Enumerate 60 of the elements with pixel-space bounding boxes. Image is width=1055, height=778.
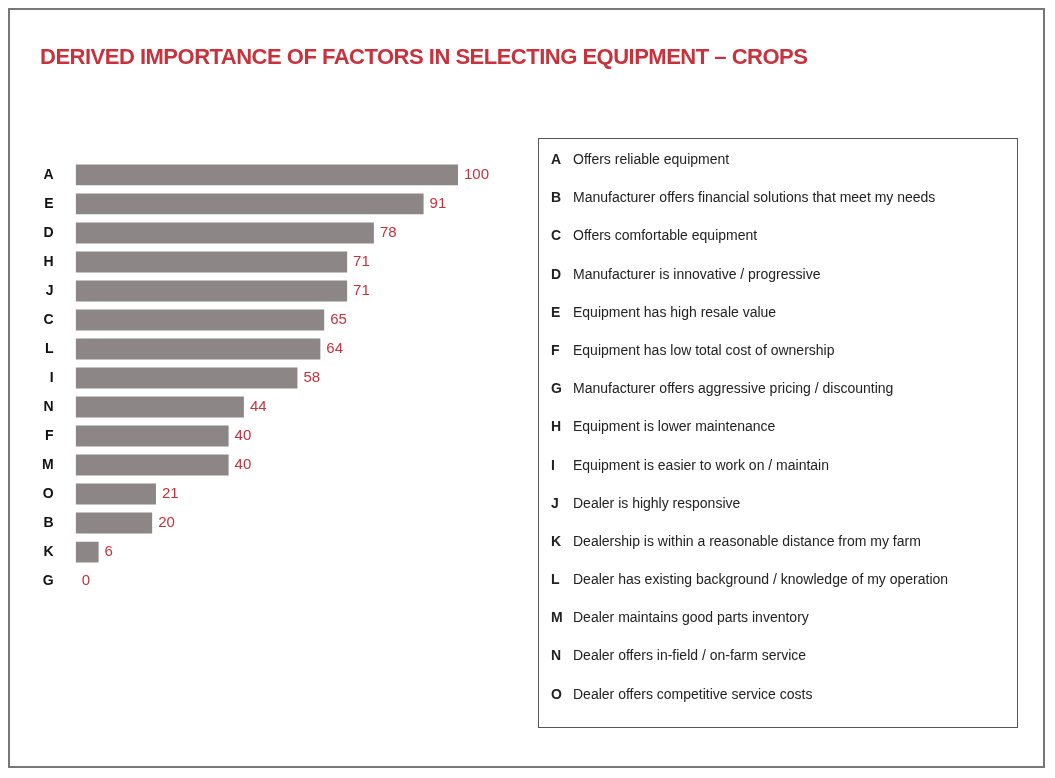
y-tick-label: N (43, 397, 54, 414)
bar (75, 512, 153, 534)
text: E Equipment has high resale value (551, 303, 777, 322)
data-label: 71 (353, 252, 370, 270)
chart-title: DERIVED IMPORTANCE OF FACTORS IN SELECTING EQUIPMENT – CROPS (40, 44, 808, 70)
data-label: 71 (353, 281, 370, 299)
text: H Equipment is lower maintenance (551, 418, 776, 437)
data-label: 20 (158, 513, 175, 531)
bar (75, 483, 156, 505)
bar (75, 222, 374, 244)
bar (75, 280, 348, 302)
data-label: 21 (161, 484, 179, 502)
data-label: 58 (303, 368, 321, 386)
bar (75, 541, 99, 563)
y-tick-label: L (45, 339, 55, 356)
text: N Dealer offers in-field / on-farm service (551, 647, 807, 666)
bar (75, 425, 229, 447)
bar (75, 396, 244, 418)
bar (75, 251, 348, 273)
y-tick-label: B (43, 513, 54, 530)
y-tick-label: H (43, 252, 54, 269)
text: J Dealer is highly responsive (551, 494, 741, 513)
data-label: 91 (429, 194, 447, 212)
y-tick-label: M (41, 455, 54, 472)
y-tick-label: A (43, 165, 54, 182)
bar (75, 367, 298, 389)
text: O Dealer offers competitive service costs (551, 685, 813, 704)
y-tick-label: J (45, 281, 54, 298)
y-tick-label: F (45, 426, 55, 443)
data-label: 40 (234, 455, 252, 473)
y-tick-label: I (49, 368, 54, 385)
bar (75, 193, 424, 215)
data-label: 65 (330, 310, 347, 328)
y-tick-label: C (43, 310, 54, 327)
y-tick-label: D (43, 223, 54, 240)
text: D Manufacturer is innovative / progressive (551, 265, 821, 284)
data-label: 64 (326, 339, 344, 357)
y-tick-label: K (43, 542, 54, 559)
bar (75, 309, 325, 331)
text: C Offers comfortable equipment (551, 227, 758, 246)
data-label: 6 (104, 542, 113, 560)
text: K Dealership is within a reasonable distance from my farm (551, 532, 921, 551)
text: L Dealer has existing background / knowledge of my operation (551, 571, 949, 590)
bar (75, 454, 229, 476)
data-label: 78 (379, 223, 397, 241)
text: G Manufacturer offers aggressive pricing / discounting (551, 380, 894, 399)
text: B Manufacturer offers financial solutions that meet my needs (551, 189, 936, 208)
text: A Offers reliable equipment (551, 151, 730, 169)
bar (75, 338, 321, 360)
text: F Equipment has low total cost of ownership (551, 341, 835, 360)
text: I Equipment is easier to work on / maintain (551, 456, 830, 473)
bar (75, 164, 458, 186)
data-label: 44 (249, 397, 267, 415)
text: M Dealer maintains good parts inventory (551, 609, 809, 628)
data-label: 40 (234, 426, 252, 444)
y-tick-label: O (42, 484, 54, 501)
data-label: 100 (464, 165, 490, 183)
data-label: 0 (81, 571, 91, 589)
y-tick-label: G (42, 571, 54, 588)
y-tick-label: E (44, 194, 54, 211)
